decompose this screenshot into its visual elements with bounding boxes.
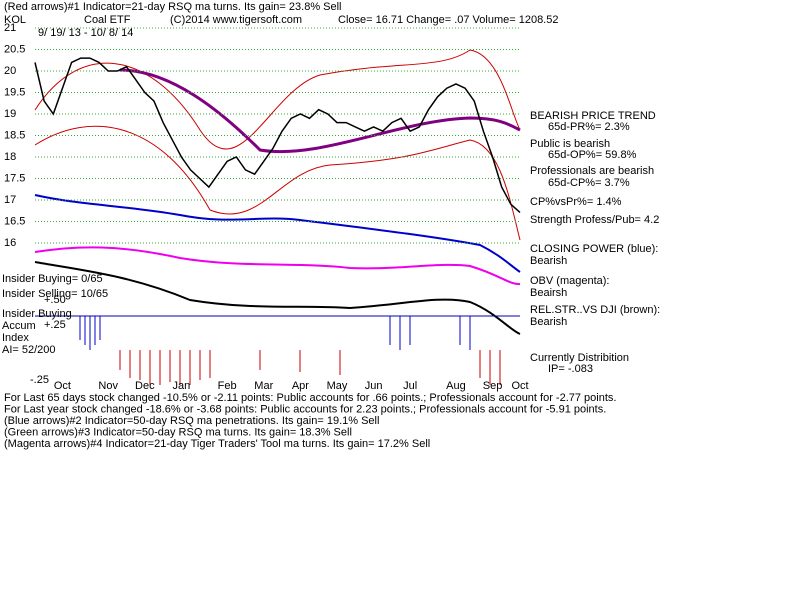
x-tick-label: May (327, 380, 348, 392)
accum-positive (79, 316, 471, 350)
footer-line: For Last 65 days stock changed -10.5% or… (4, 392, 616, 404)
right-note: Strength Profess/Pub= 4.2 (530, 214, 659, 226)
closing-power (34, 194, 521, 273)
x-tick-label: Nov (98, 380, 118, 392)
x-tick-label: Oct (54, 380, 71, 392)
accum-negative (119, 350, 501, 385)
footer-line: (Magenta arrows)#4 Indicator=21-day Tige… (4, 438, 430, 450)
right-note: Professionals are bearish (530, 165, 654, 177)
left-note: Insider Buying= 0/65 (2, 273, 103, 285)
right-note: 65d-CP%= 3.7% (548, 177, 630, 189)
y-tick-label: 20 (4, 65, 16, 77)
upper-band (34, 49, 521, 150)
price-line (34, 57, 521, 214)
left-note: Insider Selling= 10/65 (2, 288, 108, 300)
x-tick-label: Jan (173, 380, 191, 392)
date-range: 9/ 19/ 13 - 10/ 8/ 14 (38, 27, 133, 39)
x-tick-label: Feb (218, 380, 237, 392)
accum-tick: +.25 (44, 319, 66, 331)
quote: Close= 16.71 Change= .07 Volume= 1208.52 (338, 14, 558, 26)
symbol: KOL (4, 14, 26, 26)
footer-line: For Last year stock changed -18.6% or -3… (4, 403, 606, 415)
y-tick-label: 19.5 (4, 86, 25, 98)
y-tick-label: 21 (4, 22, 16, 34)
x-tick-label: Dec (135, 380, 155, 392)
x-tick-label: Mar (254, 380, 273, 392)
right-note: 65d-OP%= 59.8% (548, 149, 637, 161)
right-note: CP%vsPr%= 1.4% (530, 196, 622, 208)
left-note: AI= 52/200 (2, 344, 56, 356)
right-note: 65d-PR%= 2.3% (548, 121, 630, 133)
x-tick-label: Oct (511, 380, 528, 392)
x-tick-label: Jul (403, 380, 417, 392)
right-note: Beairsh (530, 287, 567, 299)
header: (Red arrows)#1 Indicator=21-day RSQ ma t… (4, 1, 342, 13)
indicators (34, 49, 521, 385)
moving-average (119, 68, 521, 154)
x-tick-label: Aug (446, 380, 466, 392)
y-tick-label: 17 (4, 194, 16, 206)
x-tick-label: Jun (365, 380, 383, 392)
right-note: REL.STR..VS DJI (brown): (530, 304, 660, 316)
y-tick-label: 16.5 (4, 215, 25, 227)
copyright: (C)2014 www.tigersoft.com (170, 14, 302, 26)
left-note: Insider Buying (2, 308, 72, 320)
rel-strength (34, 261, 521, 335)
y-tick-label: 18 (4, 151, 16, 163)
right-note: OBV (magenta): (530, 275, 609, 287)
accum-tick: +.50 (44, 294, 66, 306)
right-note: Bearish (530, 255, 567, 267)
y-tick-label: 17.5 (4, 172, 25, 184)
obv (34, 246, 521, 286)
y-tick-label: 18.5 (4, 129, 25, 141)
right-note: Currently Distribition (530, 352, 629, 364)
left-note: Accum (2, 320, 36, 332)
x-tick-label: Apr (292, 380, 309, 392)
y-tick-label: 19 (4, 108, 16, 120)
y-tick-label: 20.5 (4, 43, 25, 55)
y-tick-label: 16 (4, 237, 16, 249)
x-tick-label: Sep (483, 380, 503, 392)
lower-band (34, 125, 521, 241)
right-note: Public is bearish (530, 138, 610, 150)
right-note: Bearish (530, 316, 567, 328)
footer-line: (Blue arrows)#2 Indicator=50-day RSQ ma … (4, 415, 379, 427)
etf-name: Coal ETF (84, 14, 131, 26)
right-note: IP= -.083 (548, 363, 593, 375)
accum-tick: -.25 (30, 374, 49, 386)
right-note: CLOSING POWER (blue): (530, 243, 658, 255)
left-note: Index (2, 332, 29, 344)
footer-line: (Green arrows)#3 Indicator=50-day RSQ ma… (4, 426, 352, 438)
right-note: BEARISH PRICE TREND (530, 110, 656, 122)
